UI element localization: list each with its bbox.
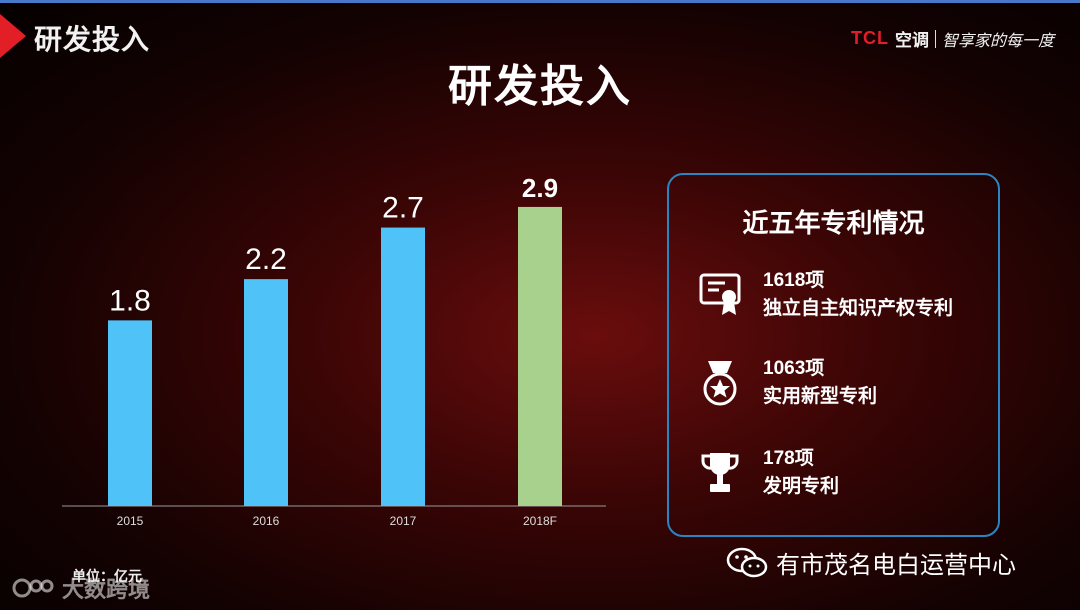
- data-label-2017: 2.7: [382, 192, 424, 225]
- patent-count: 1618项: [763, 270, 825, 291]
- patent-label: 发明专利: [763, 476, 840, 497]
- x-tick-label-2015: 2015: [117, 514, 144, 528]
- patent-panel: 近五年专利情况 1618项 独立自主知识产权专利 1063项 实用新型专利: [667, 173, 1000, 537]
- data-label-2018F: 2.9: [522, 173, 558, 203]
- star-medal-icon: [703, 361, 737, 406]
- patent-item-invention: 178项 发明专利: [699, 445, 839, 501]
- bar-2016: [244, 279, 288, 506]
- patent-count: 1063项: [763, 358, 825, 379]
- patent-item-utility: 1063项 实用新型专利: [699, 355, 877, 411]
- header-title: 研发投入: [34, 24, 151, 55]
- patent-panel-title: 近五年专利情况: [742, 208, 925, 238]
- x-tick-label-2018F: 2018F: [523, 514, 557, 528]
- brand-separator: [934, 29, 936, 48]
- certificate-icon: [699, 273, 741, 315]
- bar-2015: [108, 320, 152, 506]
- brand-ac: 空调: [894, 31, 929, 50]
- brand-slogan: 智享家的每一度: [941, 30, 1054, 50]
- wechat-account-name: 有市茂名电白运营中心: [776, 552, 1016, 579]
- patent-label: 实用新型专利: [763, 386, 878, 407]
- brand-tcl: TCL: [850, 28, 889, 48]
- unit-label: 单位：亿元: [72, 568, 142, 584]
- x-tick-label-2017: 2017: [390, 514, 417, 528]
- patent-item-independent: 1618项 独立自主知识产权专利: [699, 267, 953, 323]
- bar-2018F: [518, 206, 562, 506]
- brand-logo: TCL 空调 智享家的每一度: [851, 26, 1054, 51]
- watermark: 大数跨境: [12, 572, 150, 604]
- patent-label: 独立自主知识产权专利: [763, 298, 954, 319]
- wechat-icon: [726, 547, 768, 577]
- data-label-2016: 2.2: [245, 243, 287, 276]
- trophy-icon: [701, 453, 739, 492]
- patent-count: 178项: [763, 448, 814, 469]
- watermark-logo-icon: [12, 578, 54, 598]
- logo-flag-icon: [0, 14, 26, 58]
- watermark-text: 大数跨境: [62, 577, 151, 602]
- bar-2017: [381, 227, 425, 506]
- page-title: 研发投入: [448, 62, 632, 111]
- data-label-2015: 1.8: [109, 284, 151, 317]
- wechat-account: 有市茂名电白运营中心: [726, 545, 1016, 580]
- top-accent-line: [0, 0, 1080, 3]
- x-tick-label-2016: 2016: [253, 514, 280, 528]
